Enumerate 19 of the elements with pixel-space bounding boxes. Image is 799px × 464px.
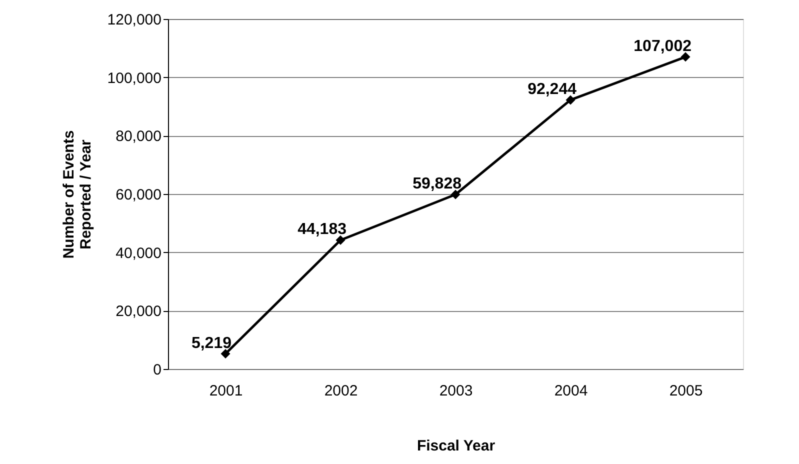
x-tick-label: 2003 [439,382,473,400]
x-tick-label: 2002 [324,382,358,400]
data-label: 5,219 [191,334,232,352]
y-tick-label: 120,000 [107,12,162,28]
y-tick-label: 60,000 [116,186,162,204]
x-tick-label: 2001 [209,382,243,400]
y-tick-label: 100,000 [107,70,162,87]
data-label: 44,183 [298,221,347,238]
data-label: 107,002 [634,38,692,55]
y-tick-label: 20,000 [116,303,162,320]
y-axis-title: Number of Events Reported / Year [60,130,94,259]
data-label: 92,244 [528,80,577,98]
x-tick-label: 2005 [669,382,703,400]
y-tick-label: 0 [153,362,162,378]
x-tick-label: 2004 [554,382,588,400]
y-tick-label: 40,000 [116,244,162,262]
y-tick-label: 80,000 [116,128,162,146]
data-label: 59,828 [412,176,462,192]
x-axis-title: Fiscal Year [416,438,496,454]
